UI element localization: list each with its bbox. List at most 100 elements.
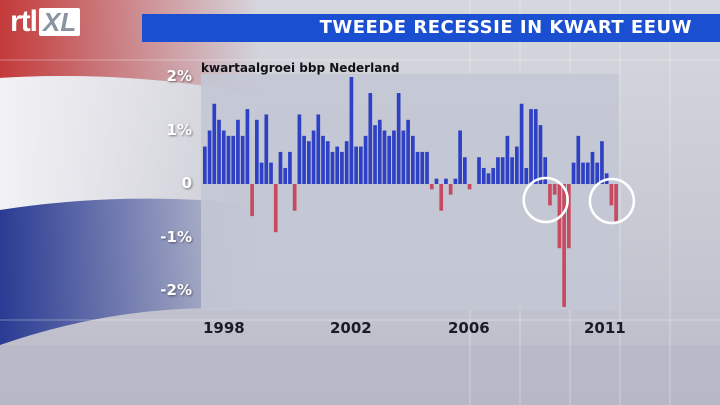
bar [543, 157, 548, 184]
bar [496, 157, 500, 184]
bar [581, 162, 585, 184]
bar [420, 151, 425, 184]
bar [203, 146, 207, 184]
bar [363, 135, 368, 184]
highlight-circle-2011 [588, 177, 636, 225]
y-tick-label: -1% [160, 227, 192, 246]
bar [373, 125, 377, 184]
bar [585, 162, 590, 184]
bar [288, 151, 292, 184]
bar [576, 135, 581, 184]
bar [439, 184, 444, 211]
flag-white-stripe [0, 76, 260, 210]
annotation-circles [522, 176, 636, 225]
bar [491, 167, 496, 184]
bar [354, 146, 358, 184]
highlight-circle-2009 [522, 176, 569, 224]
bar [349, 77, 354, 184]
x-tick-label: 1998 [203, 319, 245, 337]
page-title: TWEEDE RECESSIE IN KWART EEUW [319, 17, 692, 38]
chart-subtitle: kwartaalgroei bbp Nederland [201, 61, 400, 75]
bar [538, 125, 543, 184]
title-bar: TWEEDE RECESSIE IN KWART EEUW [142, 14, 720, 42]
bar [444, 178, 448, 184]
bar [515, 146, 519, 184]
bar [486, 173, 491, 184]
bar [377, 119, 382, 184]
y-tick-label: 1% [166, 120, 192, 139]
bar [458, 130, 462, 184]
bar [264, 114, 269, 184]
bar [562, 184, 566, 308]
bar [529, 109, 533, 184]
bar [600, 141, 604, 184]
bar [236, 119, 240, 184]
bar [500, 157, 505, 184]
y-tick-label: -2% [160, 281, 192, 299]
y-tick-label: 0 [181, 174, 192, 192]
x-tick-label: 2006 [448, 319, 490, 337]
bar [278, 151, 283, 184]
bars-group [203, 77, 618, 308]
bar [548, 184, 552, 206]
bar [571, 162, 576, 184]
x-tick-label: 2011 [584, 319, 626, 337]
bar [524, 167, 529, 184]
bar [340, 151, 344, 184]
bar [519, 103, 524, 184]
bar [307, 141, 311, 184]
bar [231, 135, 236, 184]
bar [411, 135, 415, 184]
bar [283, 167, 288, 184]
bar [207, 130, 212, 184]
bar [463, 157, 467, 184]
bar [212, 103, 217, 184]
bar [567, 184, 571, 249]
bar [359, 146, 363, 184]
bar [316, 114, 321, 184]
bar [406, 119, 410, 184]
bar [273, 184, 278, 233]
bar [609, 184, 614, 206]
bar [429, 184, 434, 190]
bar [453, 178, 458, 184]
bar [344, 141, 349, 184]
bar [552, 184, 557, 195]
bar [221, 130, 226, 184]
bar [595, 162, 600, 184]
x-tick-label: 2002 [330, 319, 372, 337]
bar [217, 119, 221, 184]
bar [226, 135, 231, 184]
bar [387, 135, 392, 184]
bar [425, 151, 429, 184]
bar [614, 184, 618, 222]
bar [321, 135, 325, 184]
bar [335, 146, 340, 184]
bar [330, 151, 335, 184]
bar [505, 135, 510, 184]
bar [240, 135, 245, 184]
bar [533, 109, 538, 184]
bar [325, 141, 330, 184]
bar [467, 184, 472, 190]
bar [477, 157, 481, 184]
bar [269, 162, 273, 184]
bar [302, 135, 306, 184]
bar [245, 109, 250, 184]
bar [311, 130, 316, 184]
bar [259, 162, 264, 184]
logo-rtl-text: rtl [10, 5, 38, 38]
y-tick-label: 2% [166, 67, 192, 85]
bar [396, 93, 401, 184]
rtlxl-logo: rtl XL [10, 5, 81, 38]
flag-blue-stripe [0, 198, 260, 345]
bar [481, 167, 486, 184]
logo-xl-badge: XL [39, 8, 81, 36]
bar [401, 130, 406, 184]
bar [448, 184, 453, 195]
bar [510, 157, 514, 184]
bar [368, 93, 373, 184]
bar [434, 178, 439, 184]
bar [292, 184, 297, 211]
